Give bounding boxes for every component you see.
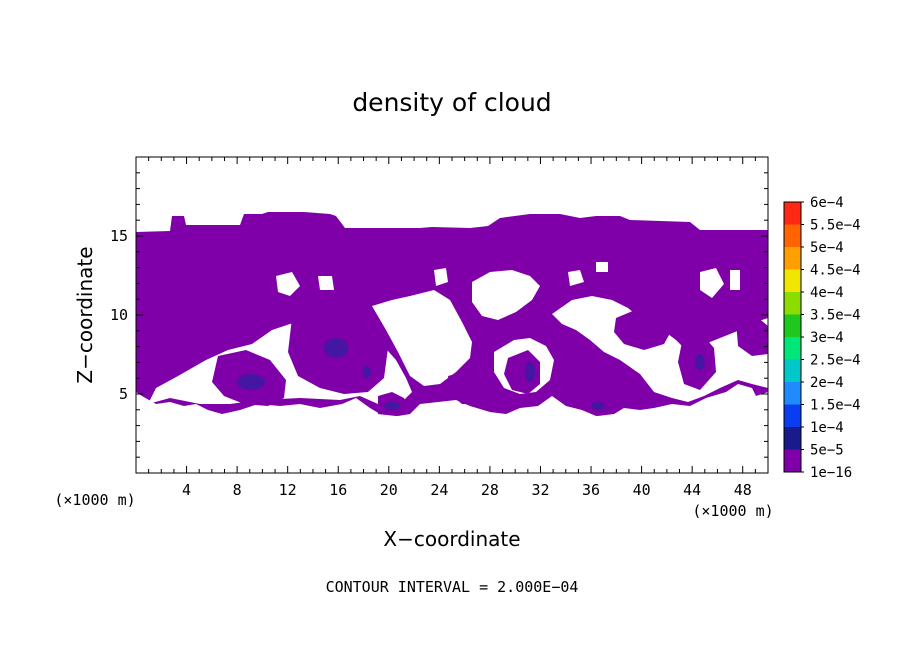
cloud-density-field [136, 212, 768, 416]
colorbar-label: 6e−4 [810, 195, 844, 211]
y-tick-label: 5 [119, 385, 128, 403]
colorbar-label: 5.5e−4 [810, 218, 861, 234]
y-tick-label: 15 [110, 227, 128, 245]
x-tick-label: 16 [329, 481, 347, 499]
contour-interval-note: CONTOUR INTERVAL = 2.000E−04 [326, 578, 579, 596]
colorbar-swatch [784, 202, 801, 225]
colorbar-swatch [784, 314, 801, 337]
colorbar-label: 3.5e−4 [810, 308, 861, 324]
x-tick-label: 28 [481, 481, 499, 499]
x-tick-label: 4 [182, 481, 191, 499]
y-axis-title: Z−coordinate [73, 246, 97, 383]
colorbar-swatch [784, 359, 801, 382]
x-axis-title: X−coordinate [383, 527, 520, 551]
colorbar-label: 2e−4 [810, 375, 844, 391]
x-tick-label: 44 [683, 481, 701, 499]
x-unit-label: (×1000 m) [54, 491, 135, 509]
colorbar-label: 1.5e−4 [810, 398, 861, 414]
colorbar-label: 3e−4 [810, 330, 844, 346]
colorbar-label: 2.5e−4 [810, 353, 861, 369]
colorbar-label: 5e−4 [810, 240, 844, 256]
colorbar-label: 5e−5 [810, 443, 844, 459]
z-unit-label: (×1000 m) [692, 502, 773, 520]
colorbar-swatch [784, 449, 801, 472]
x-tick-label: 8 [233, 481, 242, 499]
y-tick-label: 10 [110, 306, 128, 324]
cloud-dense-cores [237, 338, 705, 410]
y-axis: 5 10 15 [110, 172, 768, 458]
colorbar-label: 4e−4 [810, 285, 844, 301]
colorbar-swatch [784, 382, 801, 405]
colorbar-label: 1e−16 [810, 465, 852, 481]
colorbar-swatch [784, 292, 801, 315]
x-tick-label: 32 [531, 481, 549, 499]
colorbar: 1e−16 5e−5 1e−4 1.5e−4 2e−4 2.5e−4 3e−4 3.5e−4 4… [783, 195, 861, 481]
colorbar-swatch [784, 269, 801, 292]
x-tick-label: 40 [633, 481, 651, 499]
x-tick-label: 24 [430, 481, 448, 499]
colorbar-swatch [784, 404, 801, 427]
x-tick-label: 20 [380, 481, 398, 499]
colorbar-swatch [784, 337, 801, 360]
colorbar-swatch [784, 247, 801, 270]
colorbar-swatch [784, 224, 801, 247]
x-tick-label: 48 [734, 481, 752, 499]
x-tick-label: 12 [279, 481, 297, 499]
colorbar-swatch [784, 427, 801, 450]
chart-title: density of cloud [352, 88, 551, 117]
colorbar-label: 4.5e−4 [810, 263, 861, 279]
colorbar-label: 1e−4 [810, 420, 844, 436]
x-axis: 4 8 12 16 20 24 28 32 36 40 44 48 [148, 157, 756, 499]
x-tick-label: 36 [582, 481, 600, 499]
